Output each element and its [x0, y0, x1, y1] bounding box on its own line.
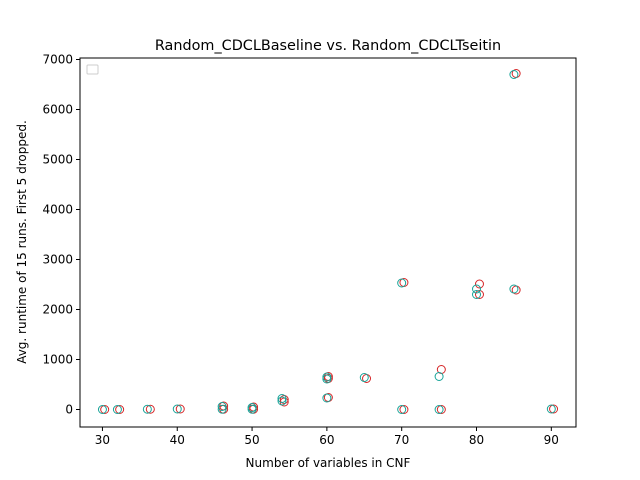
series-2-point [472, 290, 482, 299]
series-2-point [217, 402, 227, 411]
y-axis-ticks: 0 1000 2000 3000 4000 5000 6000 7000 [42, 53, 80, 417]
y-tick-label: 7000 [42, 53, 73, 67]
data-points [97, 69, 559, 414]
series-2-point [217, 404, 227, 414]
y-tick-label: 3000 [42, 253, 73, 267]
x-axis-ticks: 30 40 50 60 70 80 90 [95, 427, 559, 447]
series-2-point [277, 394, 287, 403]
x-axis-label: Number of variables in CNF [246, 456, 411, 470]
x-tick-label: 80 [469, 433, 484, 447]
x-tick-label: 40 [170, 433, 185, 447]
series-2-point [434, 405, 444, 414]
series-2-point [172, 404, 182, 414]
legend-box [86, 64, 99, 75]
series-1-point [399, 405, 409, 414]
x-tick-label: 60 [319, 433, 334, 447]
series-2-point [397, 278, 407, 288]
series-1-point [100, 405, 110, 414]
x-tick-label: 30 [95, 433, 110, 447]
chart-title: Random_CDCLBaseline vs. Random_CDCLTseit… [155, 38, 501, 54]
plot-area [79, 57, 577, 428]
series-2-point [546, 404, 556, 414]
series-1-point [474, 279, 484, 289]
y-tick-label: 6000 [42, 103, 73, 117]
y-tick-label: 5000 [42, 153, 73, 167]
series-1-point [145, 404, 155, 414]
series-2-point [472, 284, 482, 294]
series-2-point [322, 393, 332, 403]
series-2-point [247, 404, 257, 414]
x-tick-label: 90 [544, 433, 559, 447]
series-2-point [112, 405, 122, 414]
y-tick-label: 1000 [42, 353, 73, 367]
series-1-point [436, 405, 446, 414]
x-tick-label: 70 [394, 433, 409, 447]
series-2-point [397, 405, 407, 414]
y-tick-label: 4000 [42, 203, 73, 217]
series-2-point [509, 284, 519, 294]
x-tick-label: 50 [244, 433, 259, 447]
series-2-point [277, 396, 287, 406]
series-2-point [509, 70, 519, 79]
y-tick-label: 2000 [42, 303, 73, 317]
series-2-point [142, 404, 152, 414]
y-axis-label: Avg. runtime of 15 runs. First 5 dropped… [15, 120, 29, 364]
y-tick-label: 0 [65, 403, 73, 417]
series-2-point [322, 374, 332, 384]
series-1-point [474, 290, 484, 299]
series-2-point [97, 405, 107, 414]
series-2-point [434, 372, 444, 381]
series-1-point [115, 405, 125, 414]
series-1-point [175, 404, 185, 414]
series-2-point [359, 373, 369, 382]
series-1-point [549, 404, 559, 414]
